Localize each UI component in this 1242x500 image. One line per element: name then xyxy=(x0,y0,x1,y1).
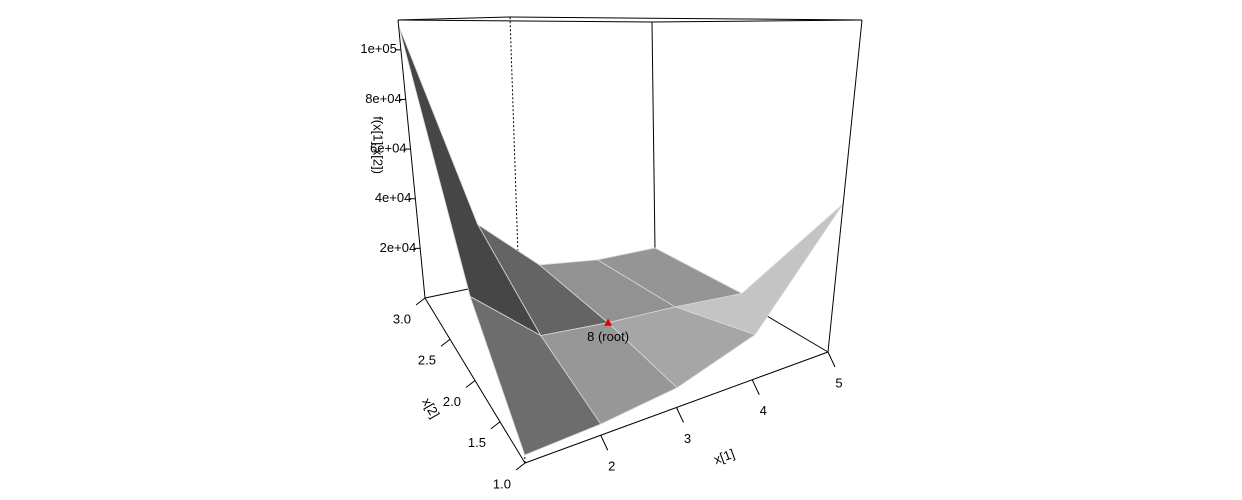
z-tick-label: 6e+04 xyxy=(370,141,407,156)
z-tick-label: 2e+04 xyxy=(380,240,417,255)
box-edge xyxy=(397,19,653,23)
y-tick-label: 1.0 xyxy=(493,476,511,491)
surface xyxy=(398,24,844,456)
x-tick-label: 2 xyxy=(608,459,615,474)
root-marker xyxy=(604,318,613,326)
box-edge xyxy=(827,19,863,353)
x-tick-label: 5 xyxy=(835,375,842,390)
y-tick-label: 3.0 xyxy=(393,311,411,326)
z-axis-label: f(x[1],x[2]) xyxy=(371,116,386,174)
y-tick xyxy=(490,421,501,430)
y-tick-label: 2.0 xyxy=(443,394,461,409)
x-tick xyxy=(751,379,760,395)
z-tick-label: 8e+04 xyxy=(365,91,402,106)
surface-face xyxy=(673,203,844,336)
z-tick-label: 4e+04 xyxy=(375,190,412,205)
box-edge xyxy=(651,19,863,23)
axes: 2 3 4 5 1.0 1.5 2.0 2.5 3.0 2e+04 4e+04 6e+04 8e+04 1… xyxy=(360,16,863,491)
box-edge xyxy=(397,19,426,299)
x-tick-label: 4 xyxy=(760,403,767,418)
z-tick-label: 1e+05 xyxy=(360,41,397,56)
y-tick xyxy=(415,297,426,306)
box-edge xyxy=(397,16,511,21)
surface-face xyxy=(469,295,602,456)
box-edge xyxy=(651,21,656,251)
annotation: 8 (root) xyxy=(587,329,629,344)
y-tick-label: 2.5 xyxy=(418,353,436,368)
x-axis-label: x[1] xyxy=(712,446,737,467)
box-edge xyxy=(509,16,863,21)
x-tick xyxy=(827,351,836,368)
y-tick xyxy=(515,462,526,471)
y-tick xyxy=(465,380,476,388)
y-axis-label: x[2] xyxy=(419,395,442,421)
x-tick xyxy=(676,407,684,423)
y-tick-label: 1.5 xyxy=(468,435,486,450)
x-tick-label: 3 xyxy=(684,431,691,446)
y-tick xyxy=(440,338,451,347)
x-tick xyxy=(600,435,609,451)
